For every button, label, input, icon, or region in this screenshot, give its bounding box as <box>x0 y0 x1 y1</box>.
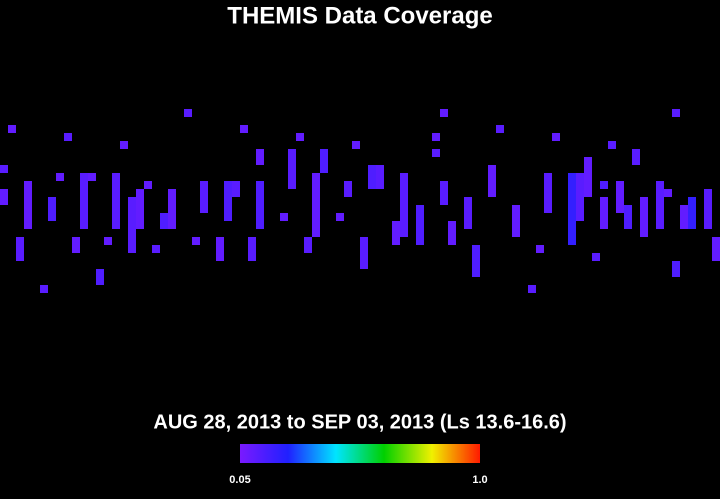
coverage-cell <box>672 109 680 117</box>
coverage-cell <box>616 181 624 213</box>
coverage-cell <box>112 173 120 229</box>
coverage-cell <box>96 269 104 285</box>
coverage-cell <box>552 133 560 141</box>
coverage-cell <box>376 165 384 189</box>
coverage-cell <box>592 253 600 261</box>
coverage-cell <box>64 133 72 141</box>
coverage-cell <box>672 261 680 277</box>
coverage-cell <box>336 213 344 221</box>
coverage-cell <box>240 125 248 133</box>
coverage-cell <box>344 181 352 197</box>
coverage-cell <box>536 245 544 253</box>
coverage-cell <box>144 181 152 189</box>
coverage-cell <box>48 197 56 221</box>
coverage-cell <box>416 205 424 245</box>
coverage-cell <box>56 173 64 181</box>
coverage-cell <box>128 197 136 253</box>
coverage-cell <box>688 197 696 229</box>
coverage-cell <box>312 173 320 237</box>
coverage-cell <box>192 237 200 245</box>
coverage-cell <box>432 149 440 157</box>
coverage-cell <box>200 181 208 213</box>
coverage-cell <box>640 197 648 237</box>
coverage-cell <box>632 149 640 165</box>
coverage-cell <box>16 237 24 261</box>
coverage-cell <box>256 149 264 165</box>
coverage-cell <box>544 173 552 213</box>
coverage-cell <box>152 245 160 253</box>
coverage-cell <box>104 237 112 245</box>
coverage-cell <box>440 181 448 205</box>
coverage-cell <box>704 189 712 229</box>
coverage-cell <box>608 141 616 149</box>
coverage-cells <box>0 109 720 293</box>
coverage-cell <box>184 109 192 117</box>
coverage-cell <box>584 157 592 197</box>
coverage-cell <box>296 133 304 141</box>
coverage-cell <box>8 125 16 133</box>
coverage-cell <box>656 181 664 229</box>
coverage-cell <box>368 165 376 189</box>
coverage-cell <box>568 173 576 245</box>
coverage-cell <box>600 197 608 229</box>
coverage-cell <box>72 237 80 253</box>
coverage-cell <box>680 205 688 229</box>
coverage-cell <box>280 213 288 221</box>
coverage-cell <box>440 109 448 117</box>
colorbar-tick-label: 1.0 <box>472 474 487 486</box>
coverage-cell <box>0 165 8 173</box>
coverage-cell <box>256 181 264 229</box>
coverage-cell <box>136 189 144 229</box>
coverage-cell <box>512 205 520 237</box>
coverage-cell <box>352 141 360 149</box>
coverage-cell <box>40 285 48 293</box>
coverage-cell <box>576 173 584 221</box>
coverage-cell <box>712 237 720 261</box>
colorbar <box>240 444 480 463</box>
coverage-cell <box>600 181 608 189</box>
colorbar-tick-label: 0.05 <box>229 474 250 486</box>
coverage-cell <box>80 173 88 229</box>
coverage-cell <box>224 181 232 221</box>
coverage-cell <box>448 221 456 245</box>
coverage-cell <box>624 205 632 229</box>
coverage-cell <box>232 181 240 197</box>
coverage-cell <box>288 149 296 189</box>
coverage-cell <box>248 237 256 261</box>
coverage-cell <box>360 237 368 269</box>
coverage-cell <box>24 181 32 229</box>
coverage-cell <box>664 189 672 197</box>
coverage-cell <box>488 165 496 197</box>
coverage-cell <box>472 245 480 277</box>
coverage-cell <box>160 213 168 229</box>
coverage-cell <box>88 173 96 181</box>
coverage-cell <box>496 125 504 133</box>
coverage-cell <box>0 189 8 205</box>
chart-subtitle: AUG 28, 2013 to SEP 03, 2013 (Ls 13.6-16… <box>153 411 566 433</box>
coverage-cell <box>304 237 312 253</box>
coverage-cell <box>120 141 128 149</box>
coverage-cell <box>464 197 472 229</box>
coverage-cell <box>320 149 328 173</box>
coverage-cell <box>392 221 400 245</box>
coverage-cell <box>216 237 224 261</box>
coverage-cell <box>400 173 408 237</box>
coverage-cell <box>432 133 440 141</box>
coverage-cell <box>168 189 176 229</box>
coverage-cell <box>528 285 536 293</box>
chart-title: THEMIS Data Coverage <box>227 2 492 29</box>
